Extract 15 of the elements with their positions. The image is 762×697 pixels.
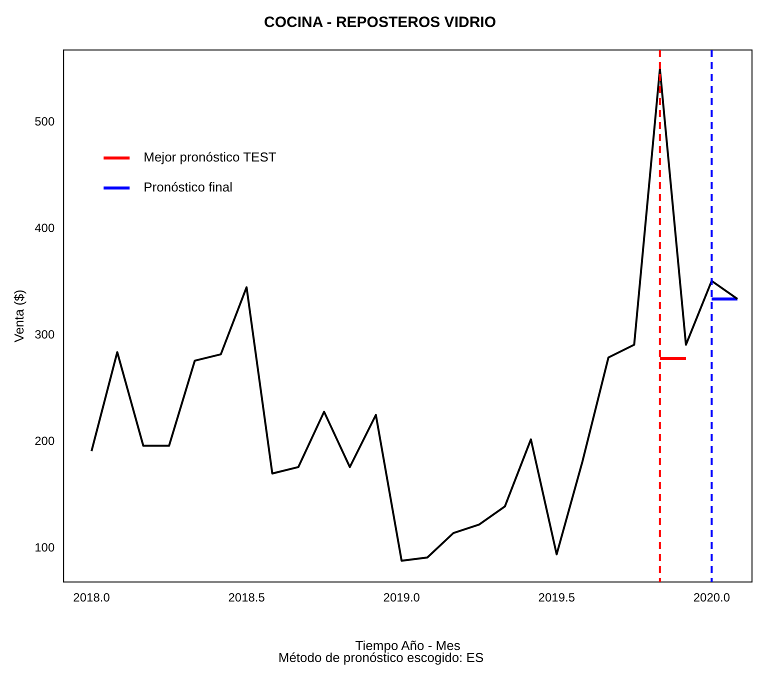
x-axis-title: Tiempo Año - Mes: [355, 638, 461, 653]
y-tick-label: 100: [34, 540, 55, 554]
chart-title: COCINA - REPOSTEROS VIDRIO: [264, 14, 496, 32]
y-tick-label: 500: [34, 114, 55, 129]
legend-label: Mejor pronóstico TEST: [144, 150, 276, 165]
x-tick-label: 2019.0: [383, 590, 420, 605]
x-tick-label: 2018.5: [228, 590, 266, 605]
x-tick-label: 2020.0: [693, 590, 730, 605]
x-tick-label: 2019.5: [538, 590, 576, 605]
legend-label: Pronóstico final: [144, 180, 233, 195]
y-tick-label: 300: [34, 327, 55, 342]
y-tick-label: 200: [34, 434, 55, 448]
y-axis-title: Venta ($): [11, 290, 26, 342]
y-tick-label: 400: [34, 221, 55, 236]
x-tick-label: 2018.0: [73, 590, 110, 605]
